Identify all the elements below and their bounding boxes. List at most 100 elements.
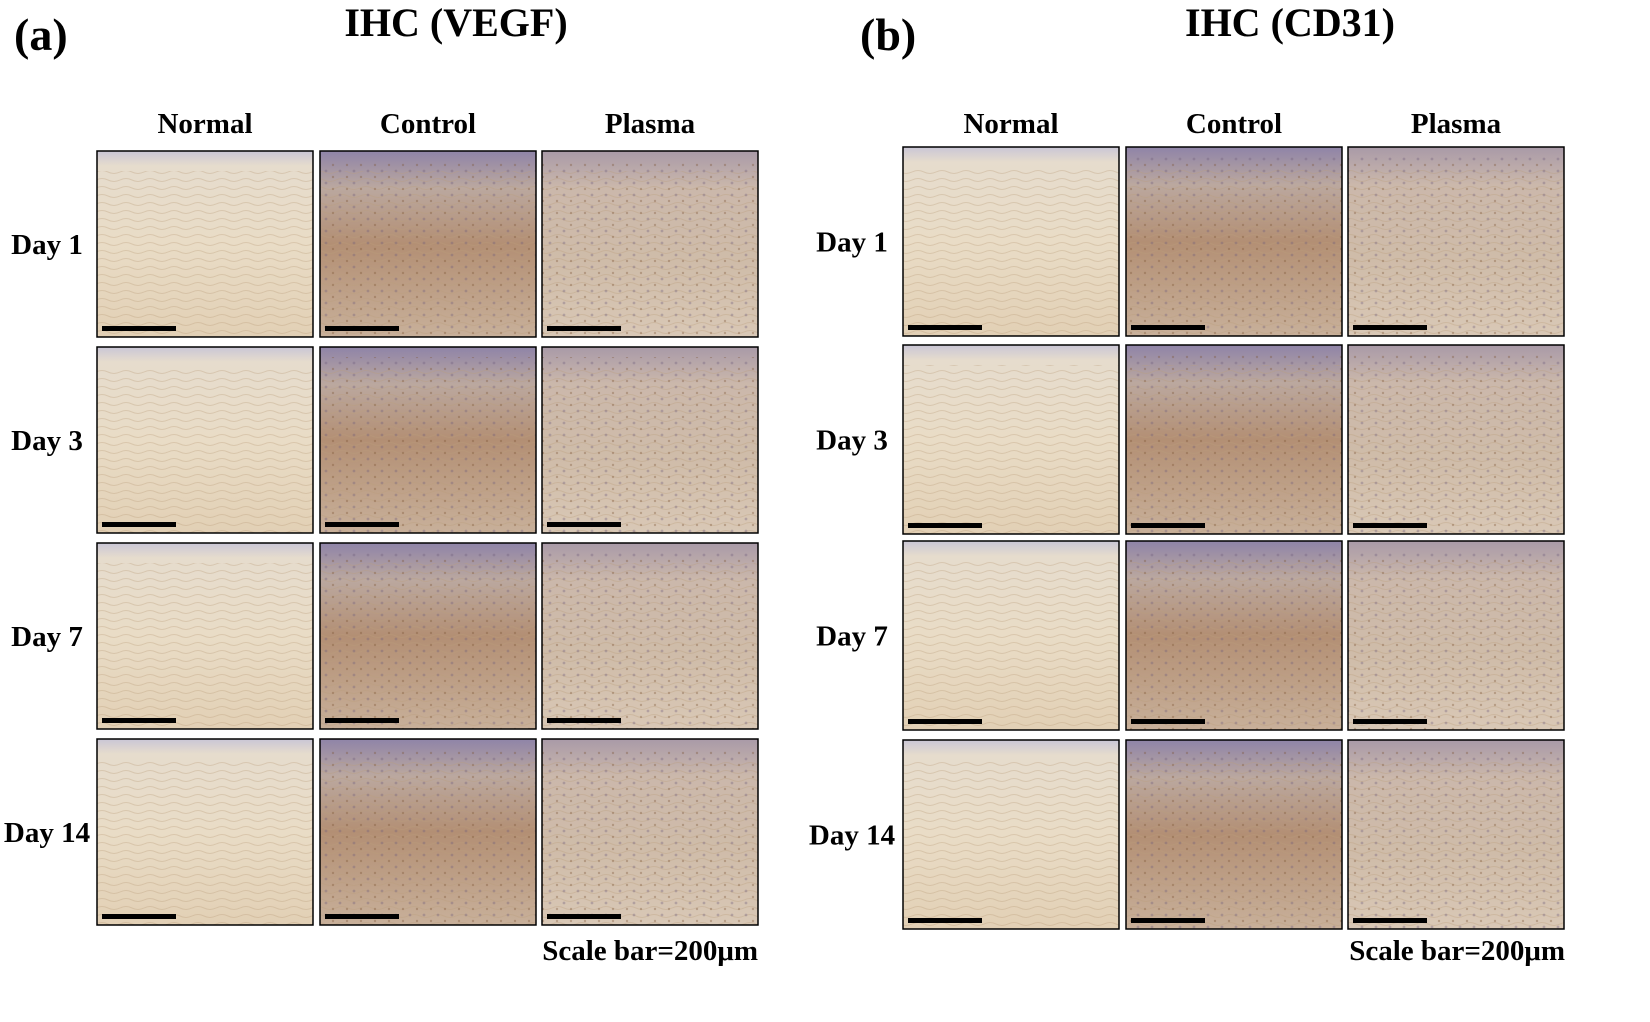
scale-bar <box>102 326 176 331</box>
scale-bar <box>102 718 176 723</box>
tissue-fibers <box>97 759 313 925</box>
micrograph <box>902 739 1120 930</box>
micrograph <box>902 540 1120 731</box>
column-header: Plasma <box>605 108 696 140</box>
frame <box>541 738 759 926</box>
tissue-fibers <box>903 760 1119 929</box>
row-label: Day 14 <box>809 820 895 852</box>
tissue-fibers <box>903 561 1119 730</box>
scale-bar <box>547 326 621 331</box>
micrograph <box>96 346 314 534</box>
micrograph <box>1347 540 1565 731</box>
row-label: Day 3 <box>11 425 83 457</box>
micrograph <box>541 150 759 338</box>
micrograph <box>902 344 1120 535</box>
tissue-cells <box>1348 355 1564 534</box>
frame <box>541 150 759 338</box>
tissue-cells <box>320 553 536 729</box>
scale-bar <box>1131 325 1205 330</box>
frame <box>1125 739 1343 930</box>
micrograph <box>541 738 759 926</box>
scale-bar <box>325 718 399 723</box>
scale-bar <box>547 914 621 919</box>
column-header: Normal <box>963 108 1058 140</box>
micrograph <box>1125 739 1343 930</box>
micrograph <box>1125 146 1343 337</box>
scale-bar <box>908 719 982 724</box>
tissue-cells <box>542 357 758 533</box>
frame <box>1347 739 1565 930</box>
tissue-cells <box>542 161 758 337</box>
micrograph <box>319 346 537 534</box>
tissue-cells <box>1126 551 1342 730</box>
micrograph <box>96 738 314 926</box>
frame <box>96 150 314 338</box>
scale-bar <box>1131 918 1205 923</box>
tissue-fibers <box>903 365 1119 534</box>
scale-bar <box>547 718 621 723</box>
frame <box>319 542 537 730</box>
tissue-cells <box>320 749 536 925</box>
frame <box>902 739 1120 930</box>
column-header: Control <box>1186 108 1282 140</box>
panel-label: (a) <box>14 9 68 60</box>
frame <box>541 542 759 730</box>
tissue-cells <box>542 553 758 729</box>
scale-bar <box>908 523 982 528</box>
frame <box>1125 540 1343 731</box>
scale-bar <box>1131 719 1205 724</box>
micrograph <box>541 542 759 730</box>
tissue-cells <box>1126 355 1342 534</box>
micrograph <box>1347 344 1565 535</box>
scale-bar <box>547 522 621 527</box>
micrograph <box>319 150 537 338</box>
micrograph <box>1347 146 1565 337</box>
frame <box>902 540 1120 731</box>
scale-bar <box>1353 325 1427 330</box>
panel: (a) IHC (VEGF) Normal Control Plasma Day 1 Day… <box>4 0 759 967</box>
micrograph <box>541 346 759 534</box>
frame <box>1347 146 1565 337</box>
row-label: Day 14 <box>4 817 90 849</box>
tissue-cells <box>1348 157 1564 336</box>
frame <box>902 146 1120 337</box>
scale-bar-label: Scale bar=200μm <box>1349 935 1565 967</box>
column-header: Plasma <box>1411 108 1502 140</box>
frame <box>1347 540 1565 731</box>
panel-label: (b) <box>860 9 916 60</box>
panel-title: IHC (CD31) <box>1185 0 1395 45</box>
micrograph <box>96 542 314 730</box>
frame <box>96 542 314 730</box>
frame <box>1125 344 1343 535</box>
tissue-fibers <box>903 167 1119 336</box>
tissue-cells <box>1126 157 1342 336</box>
scale-bar <box>102 914 176 919</box>
scale-bar <box>1353 918 1427 923</box>
scale-bar <box>1353 523 1427 528</box>
frame <box>1125 146 1343 337</box>
frame <box>96 346 314 534</box>
scale-bar <box>1131 523 1205 528</box>
row-label: Day 7 <box>11 621 83 653</box>
scale-bar <box>908 325 982 330</box>
micrograph <box>319 542 537 730</box>
row-label: Day 1 <box>816 227 888 259</box>
column-header: Control <box>380 108 476 140</box>
panels: (a) IHC (VEGF) Normal Control Plasma Day 1 Day… <box>4 0 1565 967</box>
frame <box>319 150 537 338</box>
micrograph <box>1125 344 1343 535</box>
scale-bar <box>325 522 399 527</box>
micrograph <box>319 738 537 926</box>
scale-bar <box>908 918 982 923</box>
micrograph <box>1347 739 1565 930</box>
tissue-cells <box>1348 551 1564 730</box>
tissue-fibers <box>97 171 313 337</box>
row-label: Day 1 <box>11 229 83 261</box>
tissue-cells <box>542 749 758 925</box>
panel-title: IHC (VEGF) <box>344 0 567 45</box>
row-label: Day 3 <box>816 425 888 457</box>
scale-bar <box>325 326 399 331</box>
tissue-cells <box>320 161 536 337</box>
tissue-fibers <box>97 367 313 533</box>
